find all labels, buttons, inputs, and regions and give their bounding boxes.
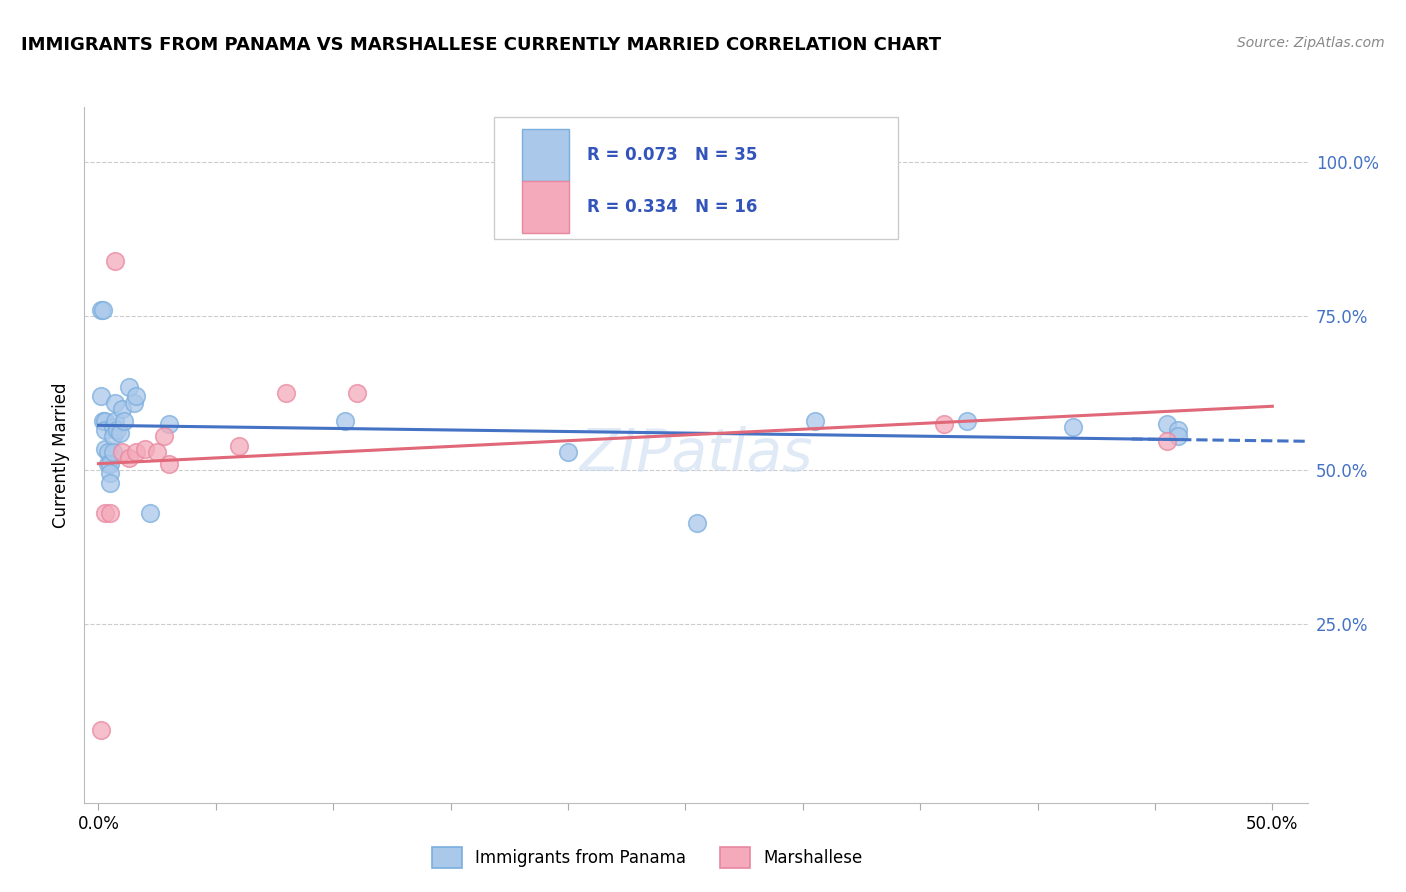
Point (346, 386, 368, 401)
Text: Source: ZipAtlas.com: Source: ZipAtlas.com (1237, 36, 1385, 50)
Point (956, 414, 979, 428)
Point (101, 429, 124, 443)
Point (125, 445, 148, 459)
Point (1167, 423, 1189, 437)
Point (1156, 434, 1178, 448)
Point (276, 386, 298, 401)
Point (557, 445, 579, 459)
FancyBboxPatch shape (522, 181, 569, 233)
Text: R = 0.334   N = 16: R = 0.334 N = 16 (588, 198, 758, 216)
Point (153, 429, 176, 443)
FancyBboxPatch shape (494, 118, 898, 239)
Point (1062, 420, 1084, 434)
Point (157, 457, 180, 471)
Point (104, 414, 127, 428)
Point (91, 414, 114, 428)
Y-axis label: Currently Married: Currently Married (52, 382, 70, 528)
Point (94, 442, 117, 456)
Text: ZIPatlas: ZIPatlas (579, 426, 813, 483)
Point (686, 516, 709, 530)
Point (91, 303, 114, 318)
Legend: Immigrants from Panama, Marshallese: Immigrants from Panama, Marshallese (425, 841, 869, 874)
Point (125, 389, 148, 403)
FancyBboxPatch shape (522, 129, 569, 181)
Point (101, 445, 124, 459)
Point (104, 395, 127, 409)
Point (146, 445, 169, 459)
Point (228, 439, 250, 453)
Point (1167, 429, 1189, 443)
Point (94, 423, 117, 437)
Point (97, 457, 120, 471)
Point (94, 507, 117, 521)
Point (118, 450, 141, 465)
Point (157, 417, 180, 431)
Point (101, 420, 124, 434)
Point (90, 723, 112, 738)
Point (90, 389, 112, 403)
Point (118, 380, 141, 394)
Text: R = 0.073   N = 35: R = 0.073 N = 35 (588, 146, 758, 164)
Point (803, 414, 825, 428)
Point (932, 417, 955, 431)
Point (98, 467, 121, 481)
Point (333, 414, 356, 428)
Point (111, 445, 134, 459)
Point (105, 423, 128, 437)
Point (108, 426, 131, 441)
Text: IMMIGRANTS FROM PANAMA VS MARSHALLESE CURRENTLY MARRIED CORRELATION CHART: IMMIGRANTS FROM PANAMA VS MARSHALLESE CU… (21, 36, 941, 54)
Point (139, 507, 162, 521)
Point (97, 445, 120, 459)
Point (98, 475, 121, 490)
Point (98, 457, 121, 471)
Point (98, 507, 121, 521)
Point (104, 254, 127, 268)
Point (112, 414, 135, 428)
Point (1156, 417, 1178, 431)
Point (94, 414, 117, 428)
Point (134, 442, 156, 456)
Point (111, 401, 134, 416)
Point (122, 395, 145, 409)
Point (90, 303, 112, 318)
